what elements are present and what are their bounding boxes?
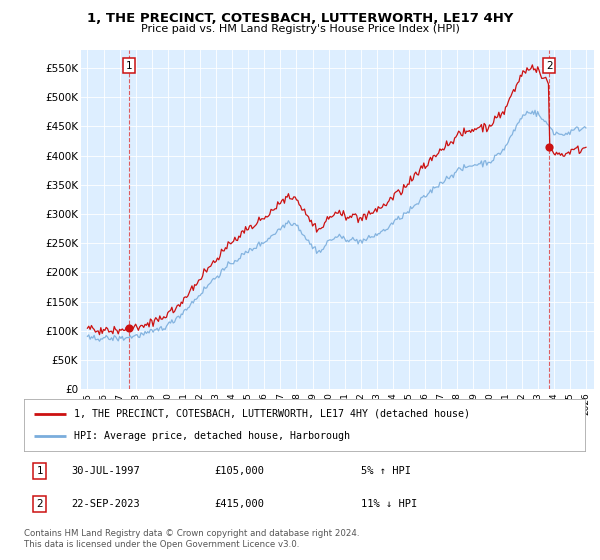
Text: 22-SEP-2023: 22-SEP-2023 — [71, 499, 140, 509]
Text: 1, THE PRECINCT, COTESBACH, LUTTERWORTH, LE17 4HY (detached house): 1, THE PRECINCT, COTESBACH, LUTTERWORTH,… — [74, 409, 470, 419]
Text: 2: 2 — [37, 499, 43, 509]
Text: 1: 1 — [125, 60, 132, 71]
Text: 1: 1 — [37, 466, 43, 476]
Text: 2: 2 — [546, 60, 553, 71]
Text: HPI: Average price, detached house, Harborough: HPI: Average price, detached house, Harb… — [74, 431, 350, 441]
Text: Price paid vs. HM Land Registry's House Price Index (HPI): Price paid vs. HM Land Registry's House … — [140, 24, 460, 34]
Point — [544, 142, 554, 151]
Text: £105,000: £105,000 — [215, 466, 265, 476]
Text: 11% ↓ HPI: 11% ↓ HPI — [361, 499, 417, 509]
Text: 30-JUL-1997: 30-JUL-1997 — [71, 466, 140, 476]
Text: Contains HM Land Registry data © Crown copyright and database right 2024.
This d: Contains HM Land Registry data © Crown c… — [24, 529, 359, 549]
Text: £415,000: £415,000 — [215, 499, 265, 509]
Point — [124, 323, 134, 332]
Text: 1, THE PRECINCT, COTESBACH, LUTTERWORTH, LE17 4HY: 1, THE PRECINCT, COTESBACH, LUTTERWORTH,… — [87, 12, 513, 25]
Text: 5% ↑ HPI: 5% ↑ HPI — [361, 466, 410, 476]
